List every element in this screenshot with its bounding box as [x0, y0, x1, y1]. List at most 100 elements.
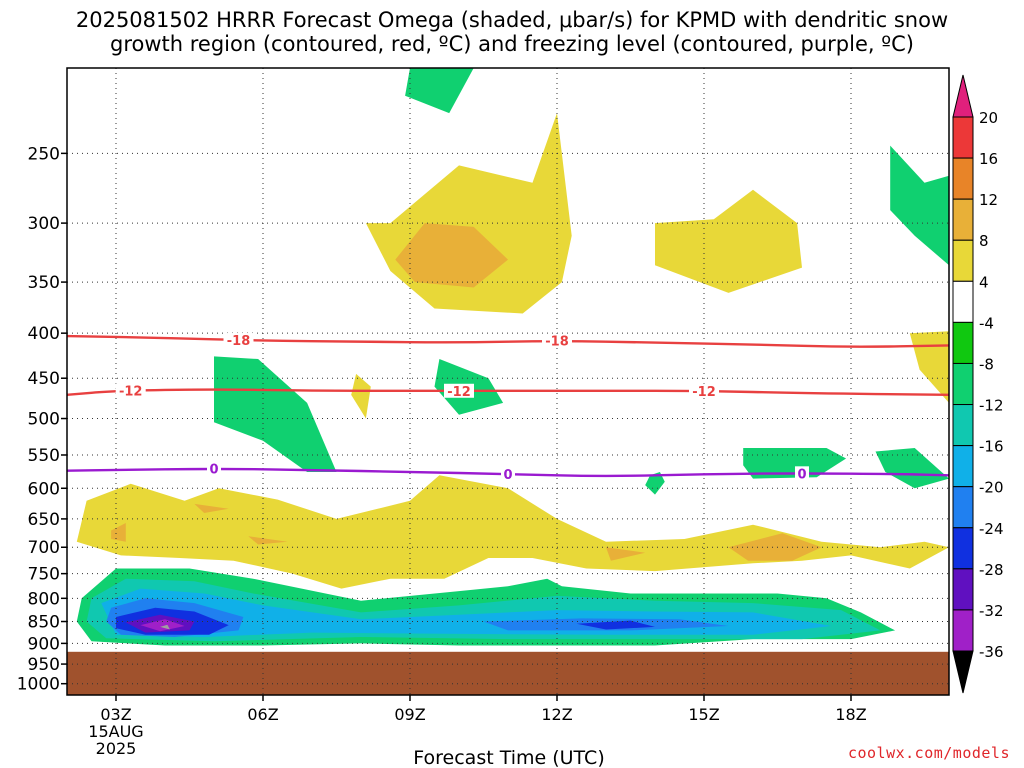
- colorbar-label--20: -20: [979, 479, 1004, 497]
- contour-label-bg-0-2: [795, 466, 809, 481]
- surface-fill: [67, 651, 949, 695]
- omega-region--24_-20-24: [576, 620, 655, 630]
- ground-surface: [67, 651, 949, 695]
- contour-label-0-2: 0: [797, 467, 806, 482]
- y-tick-label-850: 850: [28, 613, 60, 633]
- colorbar-label--16: -16: [979, 438, 1004, 456]
- colorbar-segment-3: [952, 239, 974, 282]
- x-tick-label-03Z: 03Z: [100, 705, 131, 724]
- y-tick-label-950: 950: [28, 655, 60, 675]
- omega-region--32_-28-26: [140, 619, 185, 632]
- chart-title-line2: growth region (contoured, red, ºC) and f…: [110, 32, 914, 56]
- colorbar-bottom-arrow: [952, 650, 974, 694]
- colorbar-label-20: 20: [979, 109, 998, 127]
- colorbar-label-12: 12: [979, 191, 998, 209]
- contour-label-0-1: 0: [503, 468, 512, 483]
- contour-label--12-1: -12: [447, 385, 471, 400]
- y-tick-label-650: 650: [28, 510, 60, 530]
- chart-title-line1: 2025081502 HRRR Forecast Omega (shaded, …: [75, 8, 949, 32]
- colorbar-label-16: 16: [979, 150, 998, 168]
- colorbar-segment-6: [952, 362, 974, 406]
- omega-region-4_8-2: [655, 189, 802, 293]
- colorbar-label--28: -28: [979, 561, 1004, 579]
- pressure-axis: 2503003504004505005506006507007508008509…: [17, 144, 67, 695]
- dotted-grid: [67, 68, 949, 695]
- omega-region--8_-4-5: [405, 68, 474, 114]
- contour-line--18: [67, 334, 949, 348]
- x-tick-label-06Z: 06Z: [247, 705, 278, 724]
- contour-label-bg-0-1: [501, 466, 515, 481]
- y-tick-label-450: 450: [28, 369, 60, 389]
- colorbar-segment-5: [952, 321, 974, 364]
- x-tick-label-09Z: 09Z: [394, 705, 425, 724]
- colorbar: 20 16 12 8 4 -4 -8 -12 -16 -20 -24 -28 -32 -36: [952, 74, 1004, 694]
- y-tick-label-600: 600: [28, 479, 60, 499]
- date-label-1: 2025: [96, 739, 137, 758]
- y-tick-label-500: 500: [28, 410, 60, 430]
- y-tick-label-300: 300: [28, 214, 60, 234]
- omega-region--8_-4-7: [214, 356, 337, 472]
- colorbar-label--24: -24: [979, 520, 1004, 538]
- omega-region-4_8-4: [351, 373, 371, 419]
- colorbar-label-4: 4: [979, 273, 989, 291]
- y-tick-label-700: 700: [28, 538, 60, 558]
- colorbar-segment-9: [952, 486, 974, 529]
- omega-region--8_-4-9: [743, 448, 847, 479]
- colorbar-label--32: -32: [979, 602, 1004, 620]
- colorbar-segment-10: [952, 527, 974, 570]
- colorbar-segment-7: [952, 404, 974, 447]
- y-tick-label-400: 400: [28, 324, 60, 344]
- contour-label-bg-0-0: [207, 461, 221, 476]
- omega-region-8_12-17: [728, 533, 822, 561]
- omega-region-8_12-13: [111, 523, 126, 542]
- contour-label--12-0: -12: [119, 385, 143, 400]
- omega-region-8_12-15: [248, 536, 288, 545]
- omega-region-4_8-3: [909, 331, 949, 403]
- credit-link[interactable]: coolwx.com/models: [847, 744, 1010, 762]
- colorbar-label--4: -4: [979, 314, 994, 332]
- y-tick-label-750: 750: [28, 565, 60, 585]
- date-label-0: 15AUG: [88, 722, 143, 741]
- chart-title: 2025081502 HRRR Forecast Omega (shaded, …: [0, 8, 1024, 56]
- colorbar-segment-12: [952, 609, 974, 652]
- x-tick-label-15Z: 15Z: [688, 705, 719, 724]
- x-axis-label: Forecast Time (UTC): [413, 747, 604, 768]
- contour-line-0: [67, 467, 949, 478]
- contour-label-bg--18-1: [542, 333, 572, 348]
- colorbar-segment-0: [952, 116, 974, 159]
- colorbar-label--36: -36: [979, 643, 1004, 661]
- y-tick-label-800: 800: [28, 589, 60, 609]
- temperature-contours: -18 -18 -12 -12 -12 0 0 0: [67, 333, 949, 483]
- omega-region--36_-32-27: [160, 624, 170, 630]
- x-tick-label-18Z: 18Z: [835, 705, 866, 724]
- x-tick-label-12Z: 12Z: [541, 705, 572, 724]
- omega-region--8_-4-11: [645, 472, 665, 495]
- contour-label-bg--12-2: [689, 383, 719, 398]
- colorbar-segment-11: [952, 568, 974, 611]
- colorbar-label--12: -12: [979, 397, 1004, 415]
- contour-label-bg--12-0: [115, 383, 146, 398]
- contour-label--18-1: -18: [545, 335, 569, 350]
- omega-region-8_12-14: [194, 503, 229, 513]
- contour-label-bg--12-1: [444, 383, 474, 398]
- omega-region--8_-4-6: [890, 145, 949, 266]
- y-tick-label-350: 350: [28, 273, 60, 293]
- colorbar-top-arrow: [952, 74, 974, 118]
- colorbar-segment-8: [952, 445, 974, 488]
- contour-label--18-0: -18: [227, 334, 251, 349]
- omega-region-8_12-16: [606, 547, 646, 561]
- contour-label-0-0: 0: [209, 463, 218, 478]
- y-tick-label-550: 550: [28, 446, 60, 466]
- plot-frame: [66, 67, 950, 696]
- colorbar-segment-1: [952, 157, 974, 200]
- contour-label-bg--18-0: [223, 333, 254, 348]
- contour-label--12-2: -12: [692, 385, 716, 400]
- omega-region-4_8-12: [76, 475, 949, 589]
- colorbar-segment-2: [952, 198, 974, 241]
- y-tick-label-1000: 1000: [17, 675, 60, 695]
- omega-region--8_-4-10: [875, 448, 949, 489]
- colorbar-label--8: -8: [979, 355, 994, 373]
- y-tick-label-900: 900: [28, 634, 60, 654]
- colorbar-segment-4: [952, 280, 974, 323]
